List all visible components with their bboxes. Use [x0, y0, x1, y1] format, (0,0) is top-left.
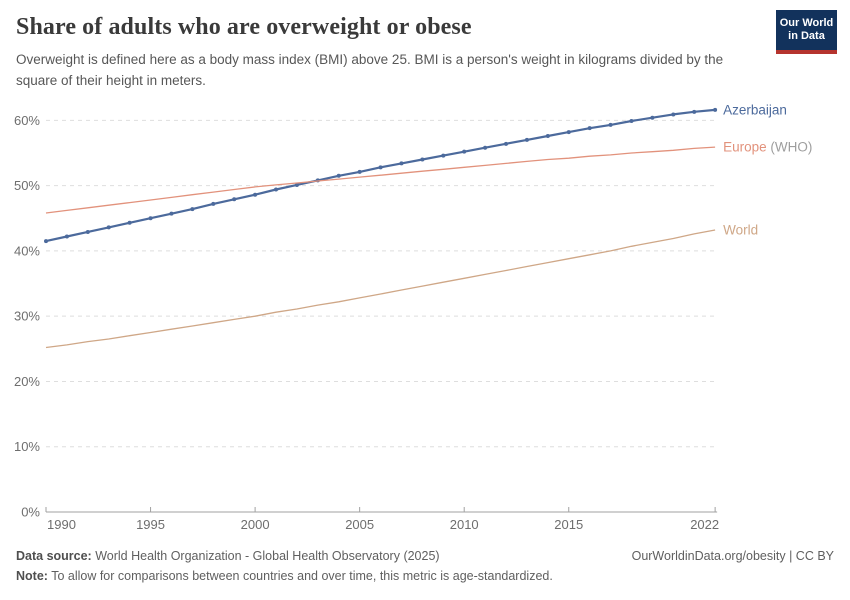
data-point-marker [64, 234, 69, 239]
data-point-marker [127, 220, 132, 225]
data-point-marker [106, 225, 111, 230]
page-title: Share of adults who are overweight or ob… [16, 14, 472, 40]
data-point-marker [357, 169, 362, 174]
y-axis-tick-label: 50% [14, 178, 40, 193]
series-end-label-azerbaijan[interactable]: Azerbaijan [723, 102, 787, 117]
x-axis-tick-label: 2005 [345, 517, 374, 532]
note-text: Note: To allow for comparisons between c… [16, 569, 553, 583]
data-point-marker [44, 239, 48, 244]
x-axis-tick-label: 2015 [554, 517, 583, 532]
data-point-marker [232, 197, 237, 202]
data-point-marker [566, 130, 571, 135]
data-point-marker [462, 149, 467, 154]
data-point-marker [713, 107, 718, 112]
series-line-world[interactable] [45, 229, 716, 349]
data-point-marker [629, 118, 634, 123]
series-end-label-suffix: (WHO) [767, 140, 813, 155]
data-point-marker [587, 126, 592, 131]
series-end-label-world[interactable]: World [723, 222, 758, 237]
data-point-marker [148, 216, 153, 221]
data-point-marker [190, 207, 195, 212]
note-label: Note: [16, 569, 48, 583]
data-point-marker [399, 161, 404, 166]
x-axis-tick-label: 2000 [241, 517, 270, 532]
data-point-marker [608, 122, 613, 127]
data-point-marker [253, 192, 258, 197]
data-point-marker [378, 165, 383, 170]
chart-subtitle: Overweight is defined here as a body mas… [16, 52, 724, 88]
series-line-europe[interactable] [45, 146, 716, 214]
data-point-marker [650, 115, 655, 120]
x-axis-tick-label: 1990 [47, 517, 76, 532]
y-axis-tick-label: 0% [21, 505, 40, 520]
data-point-marker [441, 153, 446, 158]
data-point-marker [169, 211, 174, 216]
y-axis-tick-label: 40% [14, 243, 40, 258]
chart-footer: Data source: World Health Organization -… [16, 546, 834, 586]
data-point-marker [274, 187, 279, 192]
y-axis-tick-label: 20% [14, 374, 40, 389]
series-end-label-europe[interactable]: Europe (WHO) [723, 140, 812, 155]
x-axis-tick-label: 1995 [136, 517, 165, 532]
data-source-label: Data source: [16, 549, 92, 563]
data-source-text: Data source: World Health Organization -… [16, 549, 440, 563]
y-axis-tick-label: 60% [14, 113, 40, 128]
data-point-marker [545, 133, 550, 138]
chart-header: Share of adults who are overweight or ob… [16, 14, 766, 92]
owid-logo[interactable]: Our World in Data [776, 10, 837, 54]
data-point-marker [420, 157, 425, 162]
data-point-marker [504, 141, 509, 146]
x-axis-tick-label: 2010 [450, 517, 479, 532]
data-point-marker [336, 173, 341, 178]
data-point-marker [671, 112, 676, 117]
owid-logo-line2: in Data [788, 30, 825, 42]
data-point-marker [524, 137, 529, 142]
data-point-marker [211, 201, 216, 206]
x-axis-tick-label: 2022 [690, 517, 719, 532]
owid-logo-line1: Our World [779, 17, 834, 29]
data-point-marker [294, 182, 299, 187]
data-point-marker [483, 145, 488, 150]
y-axis-tick-label: 10% [14, 439, 40, 454]
data-point-marker [85, 229, 90, 234]
data-point-marker [692, 109, 697, 114]
y-axis-tick-label: 30% [14, 309, 40, 324]
credit-link[interactable]: OurWorldinData.org/obesity | CC BY [631, 549, 834, 563]
